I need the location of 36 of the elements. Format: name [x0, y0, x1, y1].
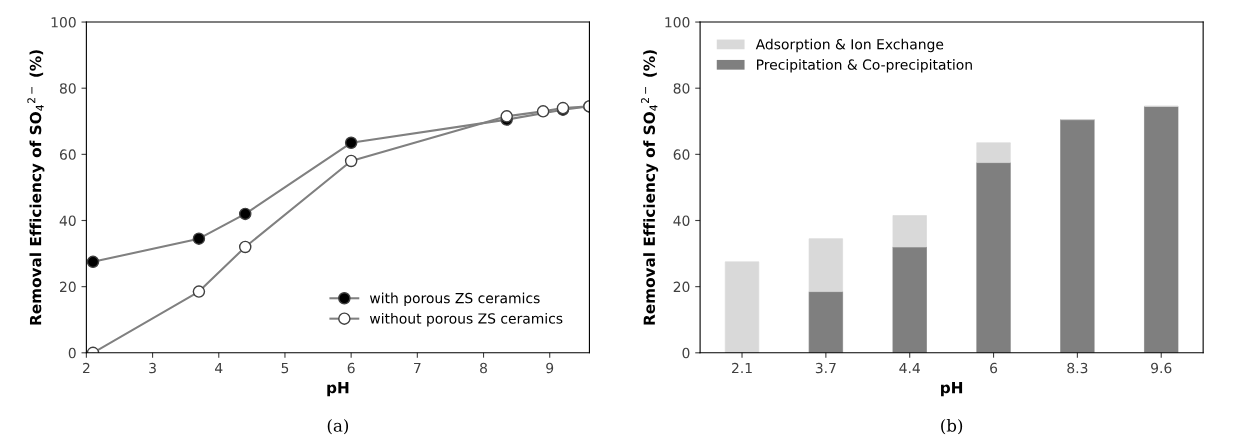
- x-tick-label: 7: [414, 362, 421, 374]
- x-tick-label: 3.7: [815, 362, 836, 374]
- x-tick-label: 6: [347, 362, 355, 374]
- legend-label: without porous ZS ceramics: [369, 312, 563, 327]
- y-tick-label: 60: [59, 149, 76, 160]
- x-tick-label: 5: [281, 362, 289, 374]
- y-tick-label: 100: [51, 17, 76, 28]
- x-tick-label: 4.4: [899, 362, 920, 374]
- legend-label: with porous ZS ceramics: [369, 292, 540, 307]
- x-tick-label: 8: [480, 362, 487, 374]
- x-tick-label: 2: [82, 362, 90, 374]
- x-tick-label: 2.1: [732, 362, 752, 374]
- legend-label: Precipitation & Co-precipitation: [757, 59, 972, 73]
- legend-label: Adsorption & Ion Exchange: [755, 38, 944, 53]
- text: (a): [327, 418, 349, 435]
- x-tick-label: 9.6: [1151, 362, 1172, 374]
- y-tick-label: 20: [60, 281, 76, 293]
- x-axis-title: pH: [327, 381, 349, 397]
- x-axis-title: pH: [941, 381, 963, 397]
- y-tick-label: 40: [59, 215, 76, 226]
- x-tick-label: 6: [990, 362, 998, 374]
- y-tick-label: 60: [673, 149, 690, 160]
- x-tick-label: 3: [149, 362, 156, 374]
- y-tick-label: 80: [673, 83, 690, 94]
- y-tick-label: 0: [682, 347, 690, 359]
- y-tick-label: 100: [665, 17, 690, 28]
- x-tick-label: 8.3: [1067, 362, 1088, 374]
- x-tick-label: 9: [546, 362, 554, 374]
- y-tick-label: 40: [673, 215, 690, 226]
- x-tick-label: 4: [215, 362, 223, 374]
- y-axis-title: Removal Efficiency of SO$_{4}$$^{2−}$ (%): [27, 50, 45, 325]
- text: (b): [941, 418, 963, 435]
- y-tick-label: 0: [68, 347, 76, 359]
- y-tick-label: 20: [673, 281, 690, 293]
- y-axis-title: Removal Efficiency of SO$_{4}$$^{2−}$ (%): [641, 50, 659, 325]
- y-tick-label: 80: [59, 83, 76, 94]
